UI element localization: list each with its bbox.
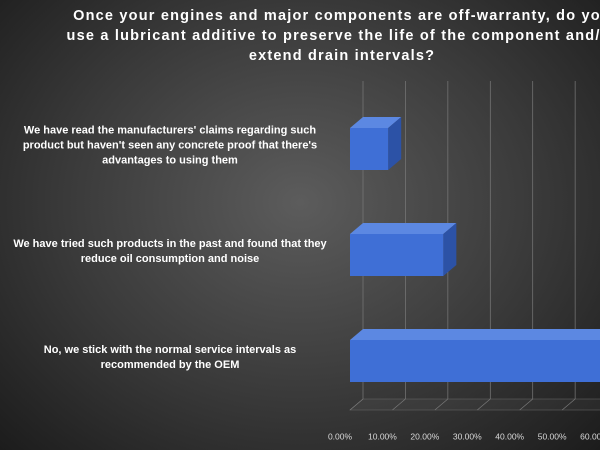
- x-tick-label: 50.00%: [538, 431, 567, 441]
- bar: [350, 128, 389, 170]
- chart-title: Once your engines and major components a…: [66, 8, 600, 64]
- bar-top: [350, 223, 457, 234]
- tick-mark: [349, 398, 364, 411]
- y-tick-label: We have read the manufacturers' claims r…: [22, 124, 318, 167]
- y-tick-label: No, we stick with the normal service int…: [43, 344, 297, 371]
- bar-top: [350, 329, 600, 340]
- tick-mark: [477, 398, 491, 411]
- tick-mark: [519, 398, 533, 411]
- x-tick-label: 10.00%: [368, 431, 397, 441]
- bar: [350, 234, 444, 276]
- tick-mark: [434, 398, 449, 411]
- bar-side: [388, 117, 402, 170]
- floor: [349, 398, 600, 411]
- x-tick-label: 0.00%: [328, 431, 353, 441]
- x-tick-label: 40.00%: [495, 431, 524, 441]
- y-tick-label: We have tried such products in the past …: [13, 238, 327, 265]
- bar-side: [443, 223, 457, 276]
- bar: [350, 340, 600, 382]
- tick-mark: [392, 398, 406, 411]
- bar-top: [350, 117, 402, 128]
- x-tick-label: 30.00%: [453, 431, 482, 441]
- tick-mark: [561, 398, 576, 411]
- x-tick-label: 60.00%: [580, 431, 600, 441]
- x-tick-label: 20.00%: [410, 431, 439, 441]
